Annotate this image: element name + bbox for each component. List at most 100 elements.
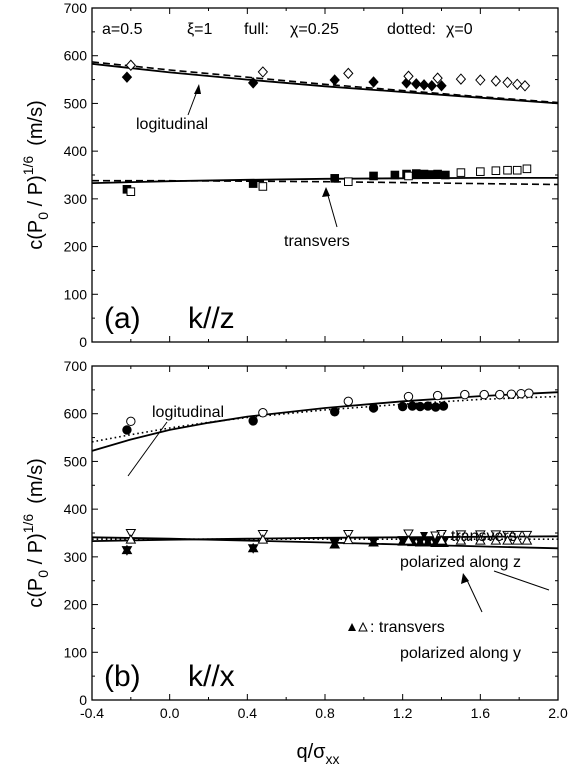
full-chi-label: χ=0.25 bbox=[290, 21, 339, 38]
triangle-down-filled-icon bbox=[420, 532, 428, 540]
legend-transverse-z: : transvers polarized along z bbox=[400, 528, 521, 571]
longitudinal-circle-open-marker bbox=[126, 416, 136, 427]
axis-ticks: 0 100 200 300 400 500 600 700 0 100 200 300 400 500 60… bbox=[64, 0, 568, 721]
transverse-y-triangle-up-open-marker bbox=[490, 535, 502, 545]
y-tick-label: 400 bbox=[64, 501, 88, 517]
y-axis-label-a: c(P0 / P)1/6(m/s) bbox=[20, 100, 51, 249]
longitudinal-dotted-curve bbox=[91, 395, 559, 443]
longitudinal-circle-open-marker bbox=[516, 388, 526, 399]
y-tick-label: 300 bbox=[64, 191, 88, 207]
full-line-label: full: bbox=[244, 21, 269, 38]
param-a-label: a=0.5 bbox=[102, 21, 143, 38]
longitudinal-circle-open-marker bbox=[506, 389, 517, 399]
x-tick-label: 0.0 bbox=[160, 705, 180, 721]
panel-a-direction: k//z bbox=[188, 302, 235, 335]
transverse-square-open-marker bbox=[512, 165, 522, 175]
longitudinal-diamond-open-marker bbox=[490, 75, 502, 87]
longitudinal-circle-filled-marker bbox=[438, 401, 449, 411]
longitudinal-diamond-filled-marker bbox=[121, 71, 133, 83]
fit-curves bbox=[91, 61, 559, 550]
panel-a-frame bbox=[91, 7, 559, 343]
y-tick-label: 600 bbox=[64, 48, 88, 64]
longitudinal-circle-filled-marker bbox=[368, 403, 379, 413]
triangle-down-open-icon bbox=[430, 531, 440, 542]
longitudinal-diamond-open-marker bbox=[403, 70, 414, 82]
longitudinal-diamond-filled-marker bbox=[418, 79, 430, 91]
transverse-arrowhead-a bbox=[322, 187, 330, 197]
longitudinal-diamond-filled-marker bbox=[329, 74, 340, 86]
longitudinal-circle-filled-marker bbox=[423, 401, 433, 411]
transverse-y-triangle-up-open-marker bbox=[436, 535, 447, 545]
longitudinal-circle-open-marker bbox=[343, 396, 353, 407]
longitudinal-circle-open-marker bbox=[460, 389, 470, 400]
y-tick-label: 100 bbox=[64, 286, 88, 302]
transverse-y-triangle-up-open-marker bbox=[502, 535, 513, 545]
polarized-y-arrowhead bbox=[461, 573, 469, 584]
transverse-y-triangle-up-open-marker bbox=[403, 535, 414, 545]
longitudinal-label-b: logitudinal bbox=[152, 404, 224, 421]
transverse-y-triangle-up-filled-marker bbox=[247, 542, 259, 553]
longitudinal-solid-curve bbox=[91, 391, 559, 452]
transverse-square-open-marker bbox=[344, 177, 353, 186]
longitudinal-arrowhead-a bbox=[194, 84, 201, 94]
transverse-square-filled-marker bbox=[419, 169, 429, 179]
transverse-label-a: transvers bbox=[284, 233, 350, 250]
transverse-dashed-curve bbox=[92, 179, 559, 186]
x-tick-label: 0.8 bbox=[315, 705, 335, 721]
x-tick-label: 0.4 bbox=[238, 705, 258, 721]
transverse-z-triangle-down-open-marker bbox=[455, 530, 467, 540]
panel-a-parameters: a=0.5 ξ=1 full: χ=0.25 dotted: χ=0 bbox=[102, 21, 473, 38]
transverse-y-triangle-up-open-marker bbox=[455, 535, 467, 545]
panel-a-label: (a) bbox=[104, 302, 141, 335]
y-tick-label: 700 bbox=[64, 358, 88, 374]
panel-b-label: (b) bbox=[104, 660, 141, 693]
transverse-square-filled-marker bbox=[441, 170, 450, 180]
transverse-y-triangle-up-filled-marker bbox=[414, 537, 426, 547]
transverse-square-filled-marker bbox=[248, 179, 258, 188]
transverse-z-triangle-down-open-marker bbox=[342, 529, 354, 540]
transverse-z-triangle-down-open-marker bbox=[403, 529, 414, 539]
data-markers bbox=[121, 59, 534, 556]
longitudinal-circle-filled-marker bbox=[122, 425, 132, 435]
longitudinal-diamond-open-marker bbox=[125, 59, 137, 72]
y-axis-label-b: c(P0 / P)1/6(m/s) bbox=[20, 458, 51, 607]
legend-transverse-y: : transvers polarized along y bbox=[348, 619, 521, 662]
param-xi-label: ξ=1 bbox=[187, 21, 213, 38]
polarized-z-label: polarized along z bbox=[400, 554, 521, 571]
longitudinal-diamond-filled-marker bbox=[411, 78, 422, 90]
longitudinal-circle-filled-marker bbox=[248, 416, 258, 426]
transverse-z-label: : transvers bbox=[442, 528, 517, 545]
transverse-y-solid-curve bbox=[91, 536, 559, 550]
transverse-square-open-marker bbox=[522, 164, 532, 174]
x-tick-label: 1.6 bbox=[471, 705, 491, 721]
transverse-square-filled-marker bbox=[433, 169, 442, 179]
transverse-square-filled-marker bbox=[369, 171, 378, 181]
transverse-square-filled-marker bbox=[411, 169, 421, 178]
triangle-up-filled-icon bbox=[348, 623, 356, 631]
x-axis-label: q/σxx bbox=[296, 741, 339, 767]
dotted-chi-label: χ=0 bbox=[446, 21, 473, 38]
transverse-square-open-marker bbox=[258, 182, 268, 191]
polarized-y-arrow bbox=[465, 577, 483, 613]
transverse-square-open-marker bbox=[404, 171, 413, 181]
longitudinal-circle-open-marker bbox=[258, 408, 268, 418]
transverse-square-open-marker bbox=[491, 166, 501, 176]
longitudinal-diamond-open-marker bbox=[475, 74, 486, 86]
transverse-y-triangle-up-filled-marker bbox=[329, 538, 341, 549]
longitudinal-circle-filled-marker bbox=[407, 401, 418, 411]
longitudinal-circle-filled-marker bbox=[397, 401, 408, 412]
panel-b-direction: k//x bbox=[188, 660, 235, 693]
longitudinal-circle-open-marker bbox=[403, 391, 414, 402]
transverse-y-triangle-up-filled-marker bbox=[121, 544, 133, 555]
transverse-arrow-a bbox=[326, 191, 338, 228]
y-tick-label: 300 bbox=[64, 549, 88, 565]
y-tick-label: 200 bbox=[64, 597, 88, 613]
polarized-z-arrow bbox=[493, 570, 550, 591]
longitudinal-diamond-open-marker bbox=[455, 73, 467, 85]
transverse-y-triangle-up-filled-marker bbox=[422, 537, 434, 547]
transverse-y-triangle-up-open-marker bbox=[125, 534, 137, 544]
longitudinal-diamond-open-marker bbox=[432, 72, 443, 84]
transverse-y-triangle-up-open-marker bbox=[342, 534, 354, 545]
longitudinal-diamond-open-marker bbox=[257, 66, 269, 78]
transverse-y-triangle-up-filled-marker bbox=[368, 537, 379, 547]
